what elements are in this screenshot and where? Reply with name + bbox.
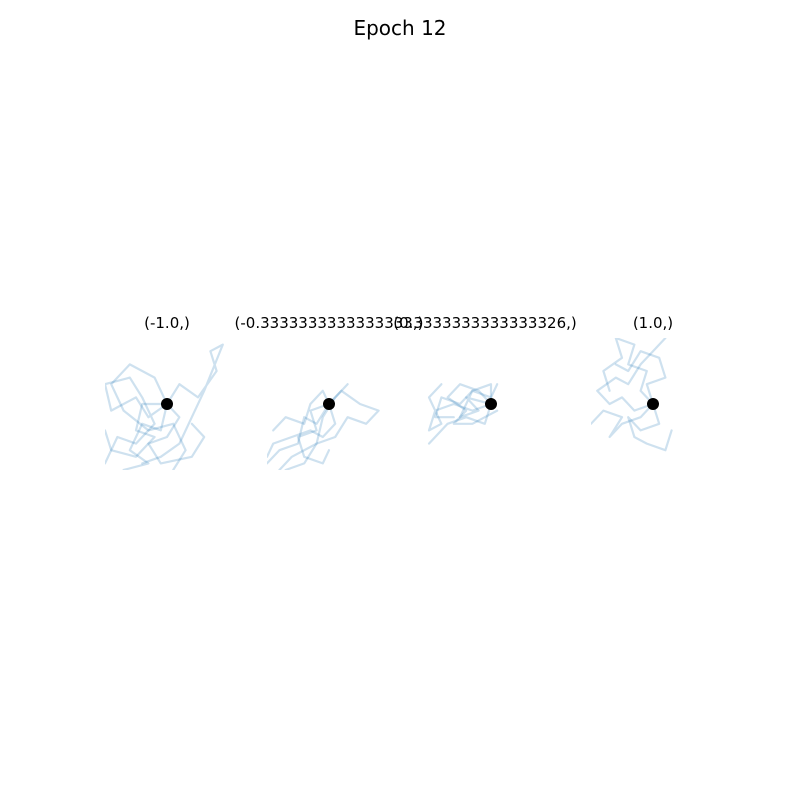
trajectory-line [272, 389, 331, 432]
start-point-marker [161, 398, 173, 410]
figure-title: Epoch 12 [353, 16, 446, 40]
panel-title: (-0.3333333333333333,) [235, 314, 424, 332]
trajectory-line [627, 402, 673, 452]
trajectory-group [591, 338, 673, 452]
trajectory-line [141, 343, 224, 465]
panel-title: (-1.0,) [144, 314, 190, 332]
start-point-marker [323, 398, 335, 410]
panel-title: (1.0,) [633, 314, 673, 332]
trajectory-line [602, 338, 655, 406]
trajectory-line [434, 383, 493, 419]
trajectory-line [110, 363, 187, 470]
panel-3: (1.0,) [591, 314, 673, 452]
panel-title: (0.3333333333333326,) [393, 314, 576, 332]
trajectory-group [105, 343, 224, 470]
trajectory-line [284, 389, 380, 470]
trajectory-line [427, 402, 493, 445]
trajectory-line [267, 402, 337, 458]
trajectory-line [267, 402, 331, 465]
start-point-marker [647, 398, 659, 410]
trajectory-line [105, 402, 169, 458]
panel-0: (-1.0,) [105, 314, 224, 470]
trajectory-line [122, 402, 169, 470]
trajectory-line [596, 338, 667, 412]
trajectory-group [427, 383, 499, 445]
trajectory-line [147, 402, 206, 465]
trajectory-line [278, 383, 349, 470]
panel-2: (0.3333333333333326,) [393, 314, 577, 445]
trajectory-line [458, 383, 499, 419]
trajectory-line [591, 402, 655, 439]
trajectory-group [267, 383, 380, 470]
trajectory-line [105, 376, 169, 465]
trajectory-line [427, 383, 493, 432]
trajectory-line [296, 402, 331, 465]
panels-group: (-1.0,) (-0.3333333333333333,)(0.33333333… [105, 314, 673, 470]
start-point-marker [485, 398, 497, 410]
trajectory-line [614, 350, 667, 406]
trajectory-line [446, 383, 499, 425]
panel-1: (-0.3333333333333333,) [235, 314, 424, 470]
